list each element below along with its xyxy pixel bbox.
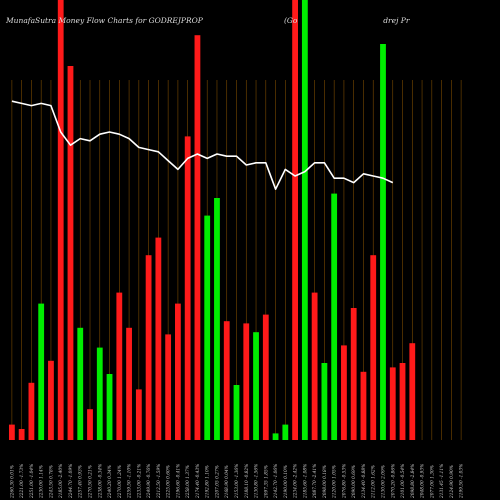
x-tick-label: 2112.00 1.62% <box>372 465 377 499</box>
x-tick-label: 2207.05 0.27% <box>215 465 220 499</box>
x-tick-label: 2098.00 0.18% <box>323 465 328 499</box>
x-tick-label: 2257.40 0.93% <box>79 465 84 499</box>
flow-bar <box>87 409 93 440</box>
chart-title-right: (Go drej Pr <box>284 16 410 25</box>
flow-bar <box>126 327 132 440</box>
x-tick-label: 2234.00 -2.42% <box>294 464 299 499</box>
x-tick-label: 2238.00 -0.34% <box>98 464 103 499</box>
flow-bar <box>272 433 279 440</box>
x-tick-label: 2168.90 0.04% <box>225 465 230 499</box>
x-tick-label: 2259.50 -1.10% <box>128 464 133 499</box>
flow-bar <box>18 429 25 440</box>
x-tick-label: 2230.00 1.14% <box>40 465 45 499</box>
flow-bar <box>292 0 298 440</box>
chart-title: MunafaSutra Money Flow Charts for GODREJ… <box>5 16 204 25</box>
flow-bar <box>165 334 172 440</box>
flow-bar <box>194 35 201 440</box>
x-tick-label: 2249.90 -0.76% <box>147 464 152 499</box>
flow-bar <box>96 347 103 440</box>
x-tick-label: 2070.20 -0.86% <box>391 464 396 499</box>
flow-bar <box>57 0 64 440</box>
flow-bar <box>155 237 162 440</box>
flow-bar <box>243 323 250 440</box>
flow-bar <box>370 255 377 440</box>
flow-bar <box>67 66 74 440</box>
x-tick-label: 2225.00 0.60% <box>167 465 172 499</box>
flow-bar <box>321 363 328 440</box>
x-tick-label: 2199.50 -1.03% <box>460 464 465 499</box>
x-tick-label: 2087.70 -2.41% <box>313 464 318 499</box>
x-tick-label: 2192.80 1.10% <box>206 465 211 499</box>
x-tick-label: 2270.00 1.24% <box>118 465 123 499</box>
flow-bar <box>145 255 152 440</box>
x-tick-label: 2077.00 1.30% <box>430 465 435 499</box>
x-tick-label: 2120.00 1.05% <box>333 465 338 499</box>
x-tick-label: 2188.10 -0.82% <box>245 464 250 499</box>
flow-bar <box>409 343 416 440</box>
bar-layer <box>8 0 416 440</box>
x-tick-label: 2076.80 -0.53% <box>342 464 347 499</box>
flow-bar <box>204 215 211 440</box>
x-tick-label: 2270.50 0.21% <box>89 465 94 499</box>
line-layer <box>11 100 394 190</box>
x-tick-label: 2251.00 -1.04% <box>30 464 35 499</box>
flow-bar <box>116 292 123 440</box>
x-tick-label: 2190.00 0.10% <box>284 465 289 499</box>
flow-bar <box>262 314 269 440</box>
flow-bar <box>214 198 220 440</box>
x-tick-label: 2142.70 -1.06% <box>274 464 279 499</box>
flow-bar <box>77 327 84 440</box>
flow-bar <box>233 385 240 440</box>
flow-bar <box>184 136 191 440</box>
x-tick-label: 2212.50 -1.59% <box>157 464 162 499</box>
x-tick-label: 2185.00 -2.40% <box>59 464 64 499</box>
x-tick-label: 2174.40 -0.43% <box>196 464 201 499</box>
x-tick-label: 2260.30 0.01% <box>10 465 15 499</box>
flow-bar <box>380 44 386 440</box>
x-tick-label: 2240.20 0.34% <box>108 465 113 499</box>
x-tick-label: 2196.60 -0.41% <box>176 464 181 499</box>
flow-bar <box>389 367 396 440</box>
flow-bar <box>223 321 230 440</box>
x-tick-label: 2221.00 -1.73% <box>20 464 25 499</box>
flow-bar <box>282 424 289 440</box>
flow-bar <box>331 193 338 440</box>
flow-bar <box>399 363 406 440</box>
flow-bar <box>350 308 357 440</box>
flow-bar <box>311 292 318 440</box>
flow-bar <box>28 382 35 440</box>
flow-bar <box>175 303 181 440</box>
x-tick-label: 2101.00 -0.54% <box>401 464 406 499</box>
x-tick-label: 2185.60 -1.08% <box>303 464 308 499</box>
x-tick-label: 2130.00 2.09% <box>381 465 386 499</box>
flow-bar <box>38 303 45 440</box>
x-tick-label: 2233.00 -0.21% <box>137 464 142 499</box>
flow-bar <box>360 371 367 440</box>
flow-bar <box>341 345 347 440</box>
x-tick-label: 2131.45 -1.11% <box>440 464 445 499</box>
flow-bar <box>135 389 142 440</box>
x-tick-label: 2243.50 0.78% <box>49 465 54 499</box>
price-line <box>11 100 394 190</box>
x-tick-label: 2153.00 -1.36% <box>235 464 240 499</box>
flow-bar <box>106 374 113 440</box>
x-tick-label: 2097.35 1.85% <box>264 465 269 499</box>
x-tick-label: 2098.80 -2.84% <box>411 464 416 499</box>
x-tick-label: 2090.00 0.69% <box>352 465 357 499</box>
tick-layer: 2260.30 0.01% 2221.00 -1.73% 2251.00 -1.04… <box>10 464 464 499</box>
flow-bar <box>253 332 259 440</box>
x-tick-label: 2244.70 -1.09% <box>69 464 74 499</box>
flow-bar <box>8 424 15 440</box>
flow-bar <box>48 360 54 440</box>
x-tick-label: 2124.90 0.90% <box>450 465 455 499</box>
x-tick-label: 2134.40 -0.88% <box>362 464 367 499</box>
x-tick-label: 2130.80 -1.56% <box>255 464 260 499</box>
x-tick-label: 2258.00 1.37% <box>186 465 191 499</box>
flow-bar <box>301 0 308 440</box>
x-tick-label: 2048.00 -0.93% <box>421 464 426 499</box>
